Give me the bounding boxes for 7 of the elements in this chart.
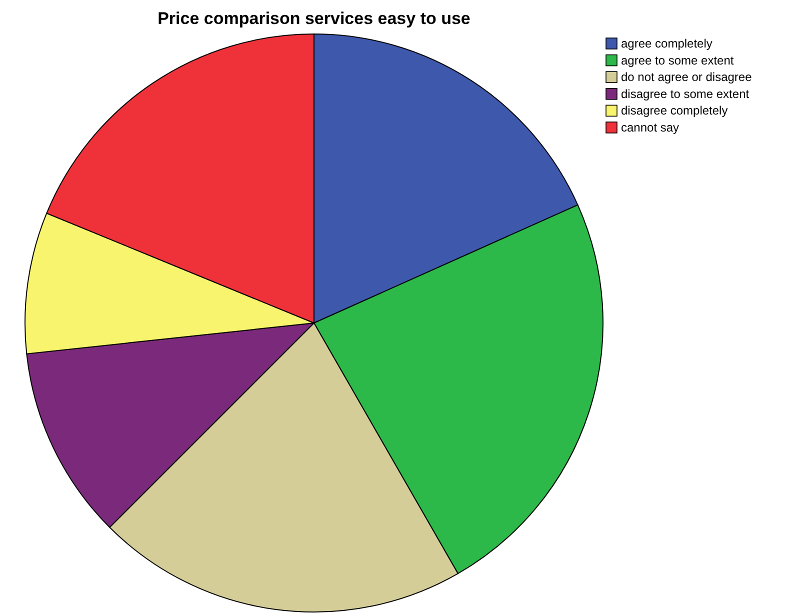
legend-label: cannot say: [621, 120, 680, 134]
legend-label: agree completely: [621, 36, 712, 50]
legend-label: disagree completely: [621, 104, 728, 118]
chart-title: Price comparison services easy to use: [158, 9, 470, 28]
legend-label: agree to some extent: [621, 53, 734, 68]
legend-label: do not agree or disagree: [621, 70, 752, 84]
legend-label: disagree to some extent: [621, 86, 750, 101]
